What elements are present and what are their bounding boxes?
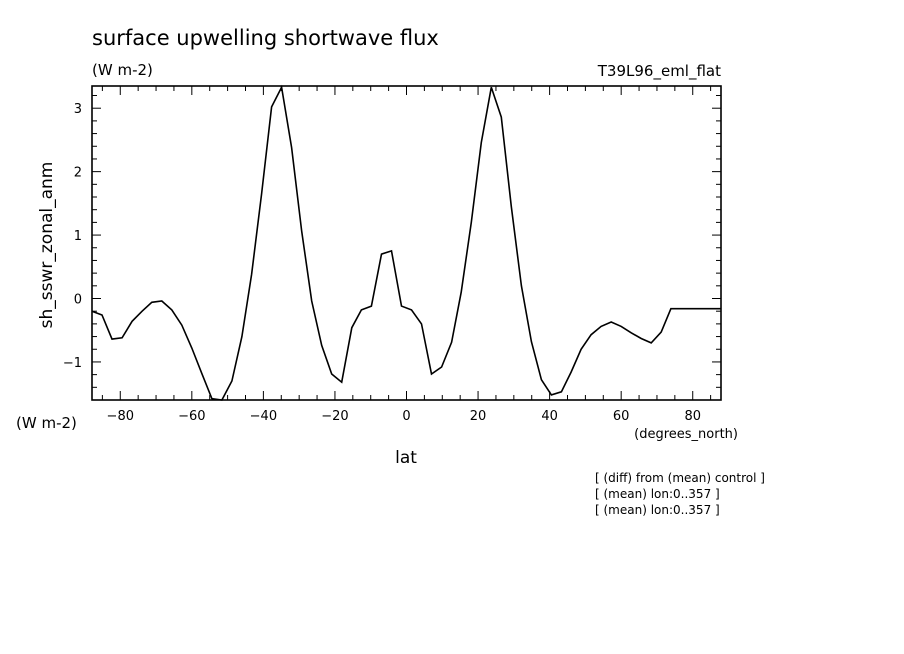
x-tick-labels: −80 −60 −40 −20 0 20 40 60 80	[107, 409, 701, 424]
x-axis-label: lat	[395, 448, 417, 468]
y-tick-label: 0	[74, 293, 82, 308]
annotation-line: [ (mean) lon:0..357 ]	[595, 487, 720, 501]
y-tick-label: 2	[74, 166, 82, 181]
y-axis-label: sh_sswr_zonal_anm	[37, 162, 57, 329]
units-label: (W m-2)	[92, 61, 153, 79]
x-tick-label: −40	[250, 409, 277, 424]
experiment-label: T39L96_eml_flat	[597, 62, 721, 81]
x-tick-label: 60	[613, 409, 630, 424]
x-tick-label: 80	[684, 409, 701, 424]
x-tick-label: −20	[321, 409, 348, 424]
x-tick-label: −80	[107, 409, 134, 424]
series-line	[91, 84, 721, 401]
plot-frame	[91, 85, 722, 401]
x-tick-label: −60	[178, 409, 205, 424]
annotation-line: [ (mean) lon:0..357 ]	[595, 503, 720, 517]
y-tick-label: −1	[63, 356, 82, 371]
y-tick-label: 3	[74, 102, 82, 117]
x-tick-label: 20	[470, 409, 487, 424]
y-axis-units: (W m-2)	[16, 414, 77, 432]
chart-title: surface upwelling shortwave flux	[92, 26, 439, 50]
x-axis-units: (degrees_north)	[634, 427, 738, 442]
x-tick-label: 0	[402, 409, 410, 424]
y-tick-label: 1	[74, 229, 82, 244]
y-tick-labels: −1 0 1 2 3	[63, 102, 82, 371]
axis-ticks	[92, 86, 721, 400]
x-tick-label: 40	[541, 409, 558, 424]
annotation-line: [ (diff) from (mean) control ]	[595, 471, 765, 485]
